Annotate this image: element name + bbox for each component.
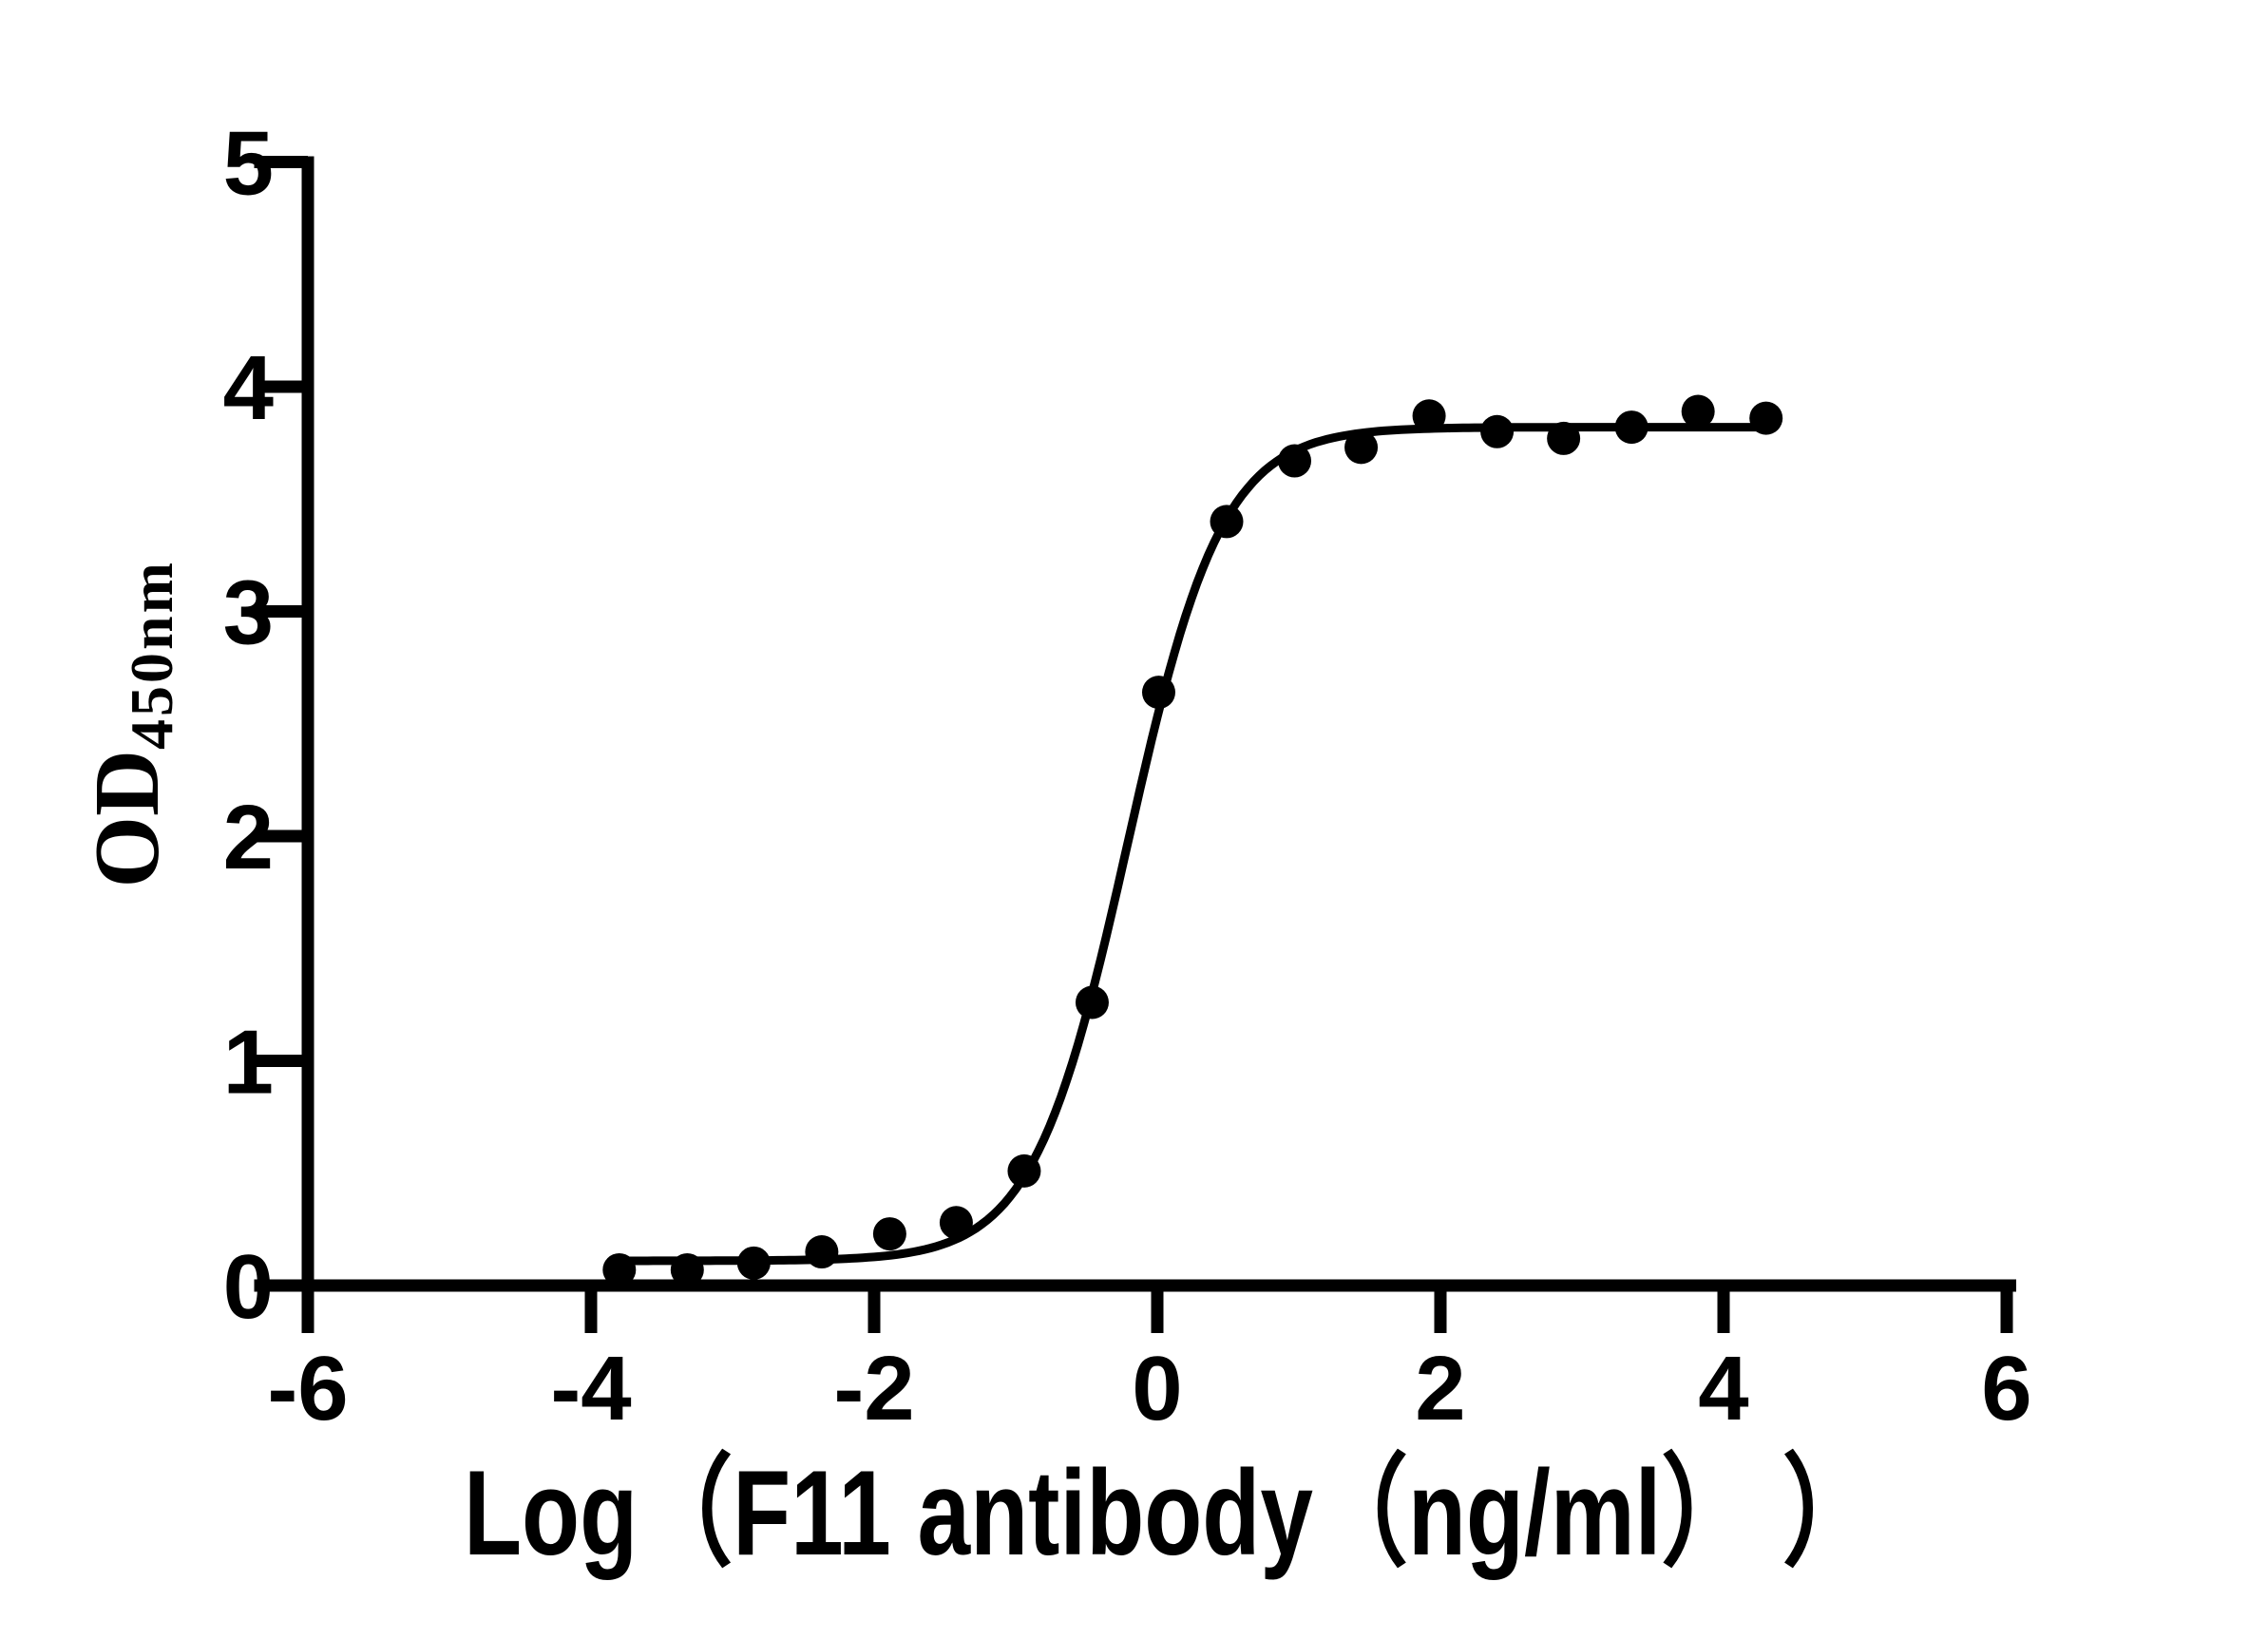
y-tick-label: 4 [223,337,274,439]
y-tick-label: 0 [223,1236,274,1338]
data-point [1681,394,1715,429]
data-point [1007,1153,1041,1188]
x-tick-label: 0 [1132,1338,1182,1439]
data-point [1614,410,1649,445]
data-points [602,394,1783,1286]
data-point [939,1206,973,1240]
data-point [1547,421,1581,455]
x-tick-label: 2 [1415,1338,1465,1439]
data-point [1480,414,1515,448]
x-tick-label: 4 [1698,1338,1748,1439]
fit-curve [615,423,1768,1266]
y-tick-labels: 0 1 2 3 4 5 [223,113,274,1339]
data-point [1278,444,1312,478]
axes [254,156,2016,1333]
y-axis-title-subscript: 450nm [118,560,185,750]
data-point [1075,985,1109,1020]
data-point [602,1252,637,1286]
data-point [872,1217,906,1251]
data-point [1749,401,1783,435]
x-tick-labels: -6 -4 -2 0 2 4 6 [267,1338,2031,1439]
data-point [1210,505,1244,539]
x-axis-title: Log（F11 antibody（ng/ml） ） [464,1445,1877,1580]
data-point [736,1246,771,1280]
x-tick-label: 6 [1981,1338,2031,1439]
data-point [1412,399,1446,433]
x-tick-label: -2 [833,1338,914,1439]
data-point [805,1235,839,1269]
y-tick-label: 3 [223,562,274,664]
y-tick-label: 2 [223,787,274,888]
axis-ticks [254,156,2013,1333]
data-point [1344,430,1379,465]
y-tick-label: 1 [223,1012,274,1114]
y-axis-title-main: OD [76,750,178,888]
x-tick-label: -4 [550,1338,631,1439]
y-tick-label: 5 [223,113,274,215]
x-tick-label: -6 [267,1338,348,1439]
data-point [670,1252,704,1286]
y-axis-title: OD450nm [76,560,185,887]
data-point [1141,676,1175,710]
